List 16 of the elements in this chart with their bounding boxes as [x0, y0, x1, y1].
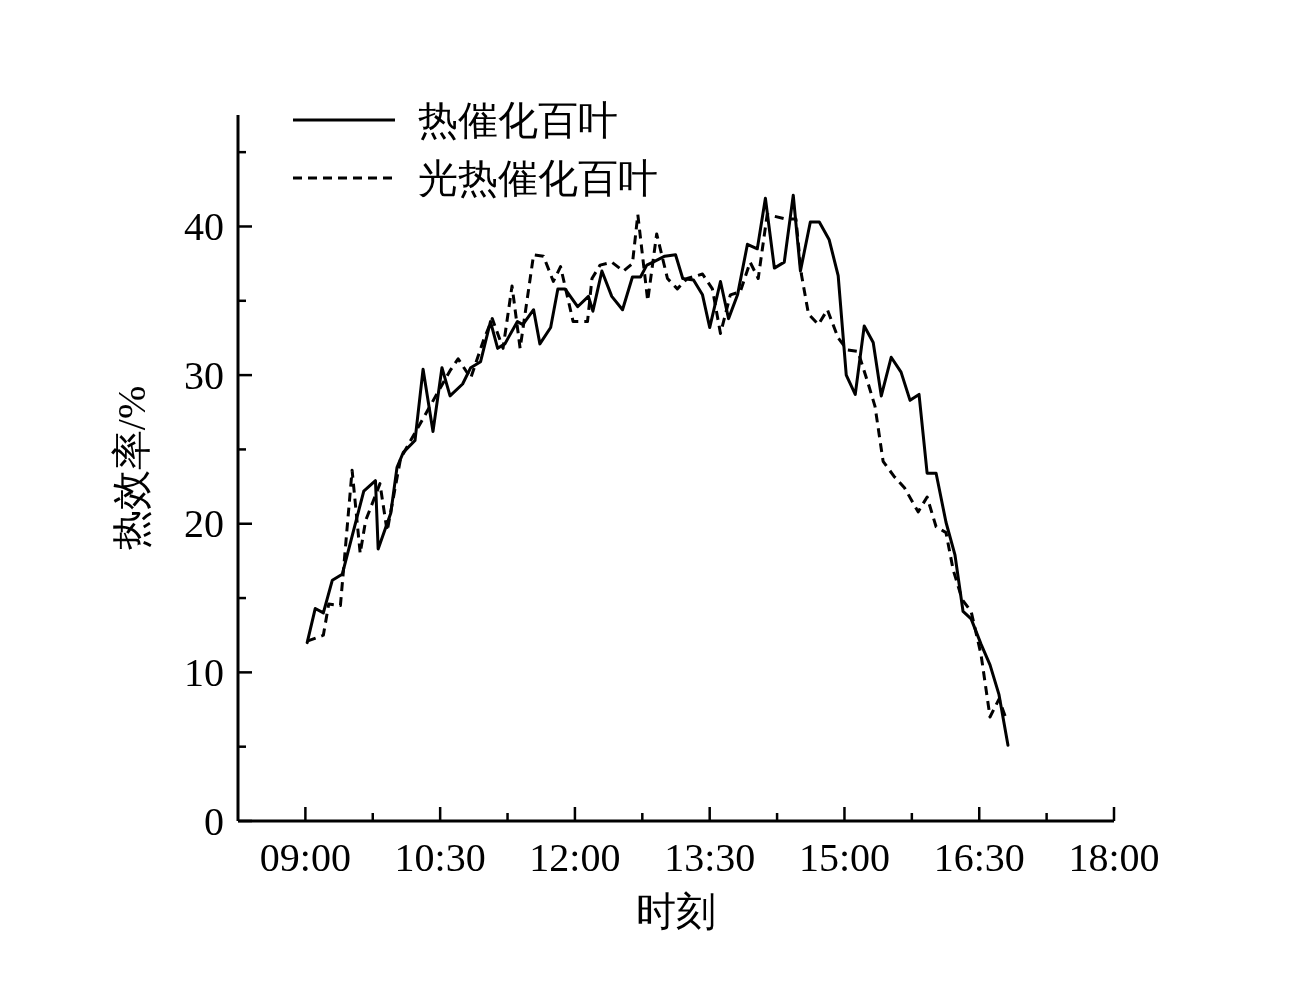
x-tick-label: 10:30	[394, 835, 486, 880]
legend-label: 光热催化百叶	[418, 155, 658, 201]
y-tick-label: 0	[204, 798, 224, 844]
x-axis-title: 时刻	[636, 889, 716, 934]
y-tick-label: 40	[184, 203, 224, 249]
x-tick-label: 18:00	[1068, 835, 1160, 880]
x-tick-label: 13:30	[664, 835, 756, 880]
x-tick-label: 09:00	[259, 835, 351, 880]
y-tick-label: 20	[184, 501, 224, 547]
x-tick-label: 12:00	[529, 835, 621, 880]
x-tick-label: 16:30	[933, 835, 1025, 880]
legend-label: 热催化百叶	[418, 97, 618, 143]
y-tick-label: 30	[184, 352, 224, 398]
x-tick-label: 15:00	[798, 835, 891, 880]
y-axis-title: 热效率/%	[109, 385, 154, 551]
y-tick-label: 10	[184, 649, 224, 695]
